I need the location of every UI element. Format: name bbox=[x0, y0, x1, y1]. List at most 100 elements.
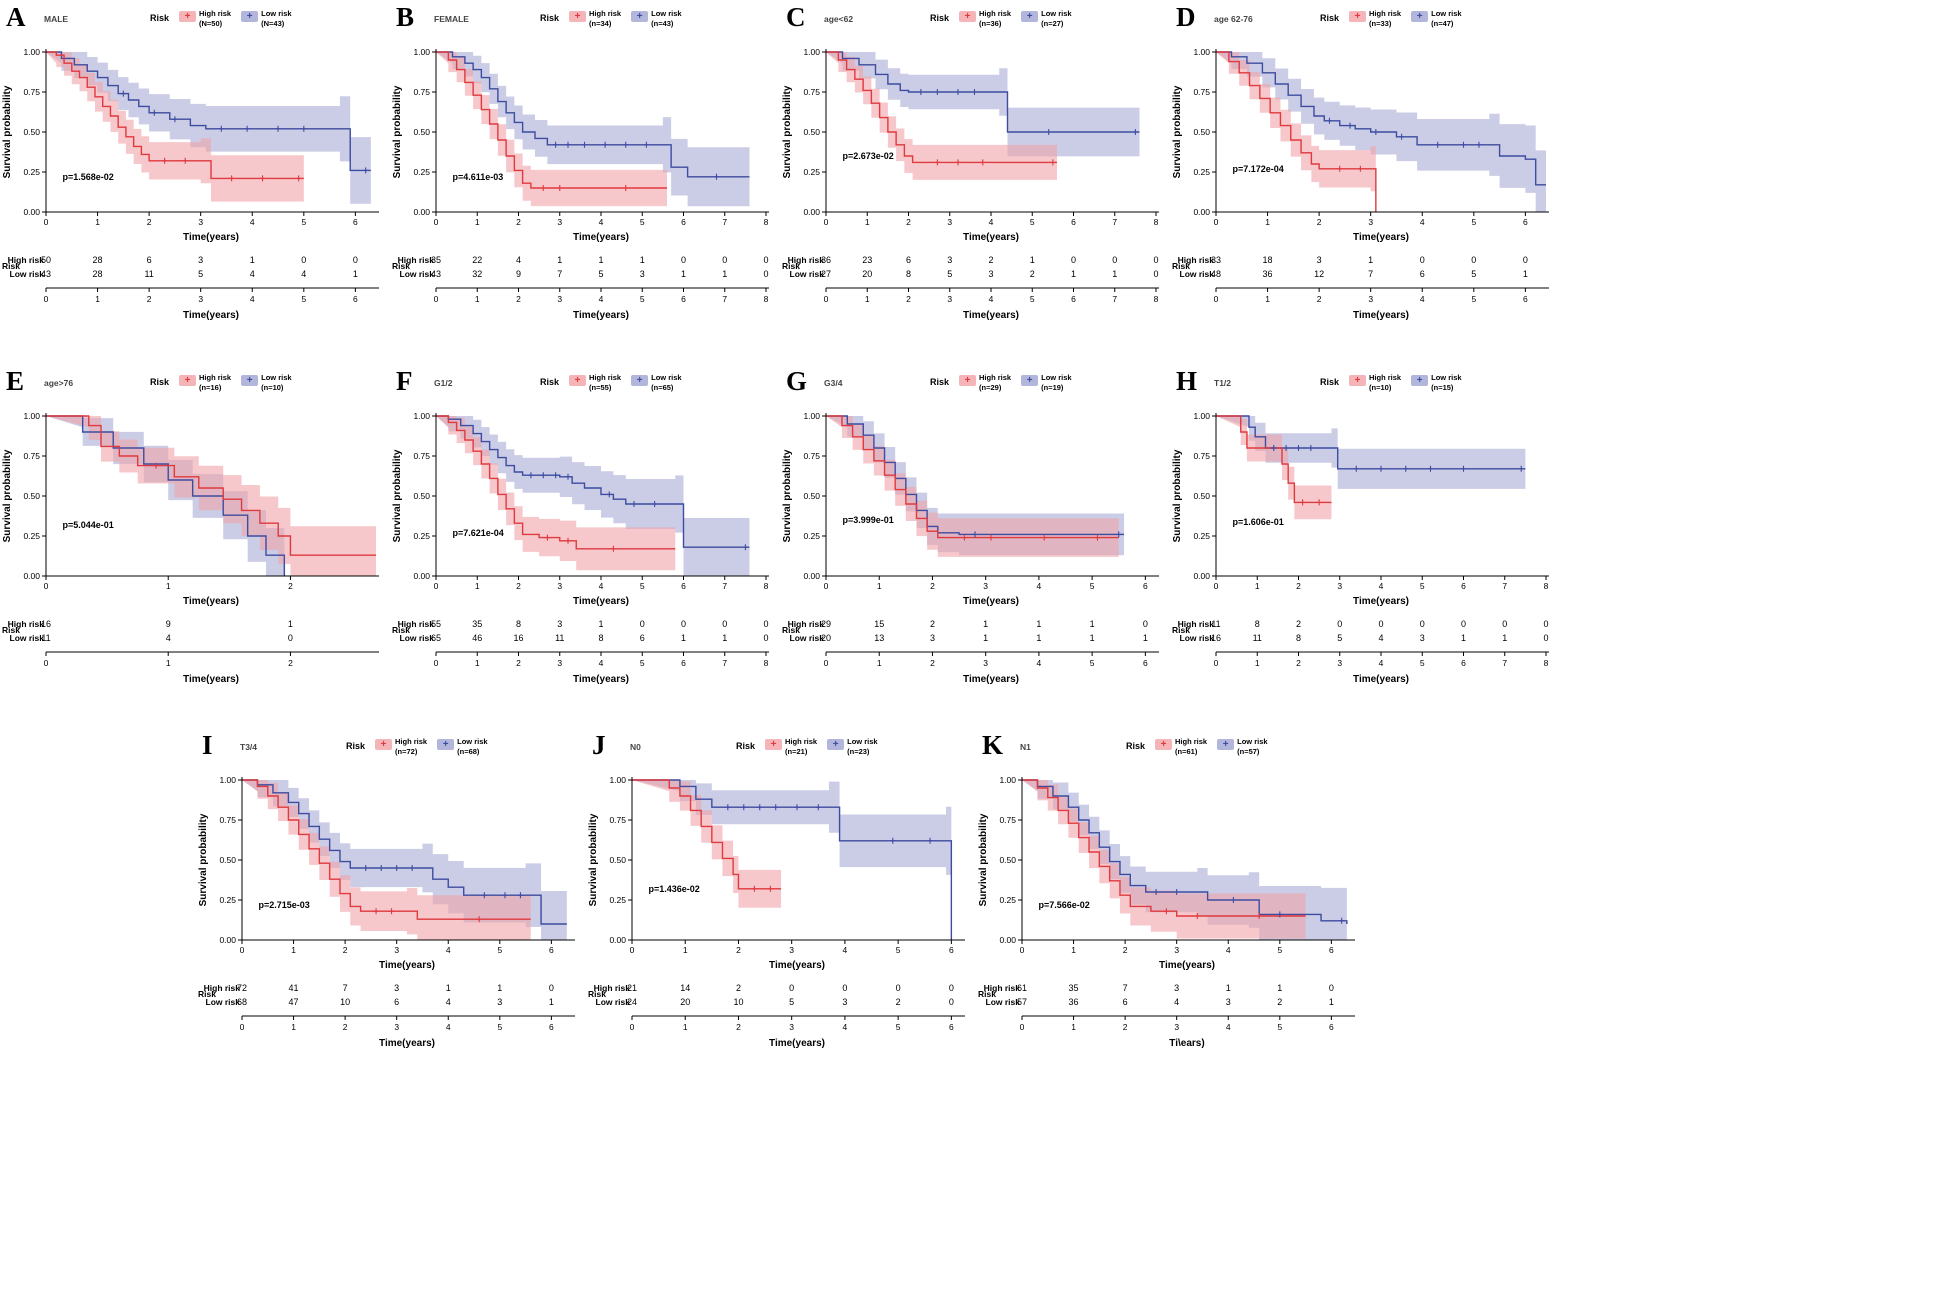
risk-table-high-count: 8 bbox=[516, 619, 521, 629]
low-risk-censor-mark bbox=[1372, 129, 1379, 135]
risk-table-x-tick-label: 6 bbox=[1071, 294, 1076, 304]
risk-table-low-count: 48 bbox=[1211, 269, 1221, 279]
high-risk-censor-mark bbox=[1357, 165, 1364, 172]
x-tick-label: 8 bbox=[764, 581, 769, 591]
risk-table-low-count: 57 bbox=[1017, 997, 1027, 1007]
x-tick-label: 4 bbox=[1037, 581, 1042, 591]
panel-header: F G1/2 Risk + High risk (n=55) + Low ris… bbox=[390, 366, 780, 408]
x-tick-label: 3 bbox=[557, 217, 562, 227]
risk-table-low-count: 28 bbox=[93, 269, 103, 279]
low-risk-censor-mark bbox=[218, 125, 225, 132]
legend-low-n: (n=57) bbox=[1237, 746, 1260, 756]
risk-table-low-count: 1 bbox=[1112, 269, 1117, 279]
x-tick-label: 8 bbox=[1544, 581, 1549, 591]
risk-table-x-tick-label: 1 bbox=[1255, 658, 1260, 668]
x-tick-label: 2 bbox=[516, 217, 521, 227]
high-risk-censor-mark bbox=[556, 185, 563, 191]
risk-table-x-tick-label: 7 bbox=[1112, 294, 1117, 304]
x-axis-title: Time(years) bbox=[573, 232, 629, 243]
risk-table-high-count: 21 bbox=[627, 983, 637, 993]
risk-table-x-tick-label: 2 bbox=[930, 658, 935, 668]
low-risk-censor-mark bbox=[1427, 465, 1434, 472]
y-axis-title: Survival probability bbox=[2, 449, 13, 542]
risk-table-high-count: 55 bbox=[431, 619, 441, 629]
high-risk-censor-mark bbox=[153, 462, 159, 469]
risk-table-low-label: Low risk bbox=[206, 997, 241, 1007]
x-tick-label: 6 bbox=[681, 581, 686, 591]
low-risk-censor-mark bbox=[540, 472, 547, 479]
risk-table-x-tick-label: 2 bbox=[288, 658, 293, 668]
survival-plot: 0.00 0.25 0.50 0.75 1.00 0 1 2 3 4 5 6 Time(years) Su… bbox=[782, 411, 1159, 607]
legend-low-label: Low risk bbox=[1041, 9, 1072, 18]
low-risk-censor-mark bbox=[927, 837, 934, 844]
risk-table-x-tick-label: 6 bbox=[681, 294, 686, 304]
risk-table-high-count: 33 bbox=[1211, 255, 1221, 265]
x-tick-label: 5 bbox=[1277, 945, 1282, 955]
risk-table-high-count: 0 bbox=[1337, 619, 1342, 629]
low-risk-confidence-band bbox=[826, 52, 1140, 166]
y-tick-label: 0.00 bbox=[803, 207, 820, 217]
risk-table-low-count: 8 bbox=[598, 633, 603, 643]
risk-table-low-count: 5 bbox=[789, 997, 794, 1007]
x-axis-title: Time(years) bbox=[183, 596, 239, 607]
high-risk-confidence-band bbox=[826, 52, 1057, 191]
risk-table-high-count: 0 bbox=[681, 255, 686, 265]
legend-item-high-risk: + High risk (n=16) bbox=[179, 370, 231, 393]
legend-high-n: (N=50) bbox=[199, 18, 223, 28]
risk-table-x-tick-label: 3 bbox=[947, 294, 952, 304]
low-risk-key-plus-icon: + bbox=[1021, 11, 1039, 22]
x-tick-label: 2 bbox=[1123, 945, 1128, 955]
y-tick-label: 0.25 bbox=[23, 531, 40, 541]
risk-table-low-count: 36 bbox=[1069, 997, 1079, 1007]
x-tick-label: 2 bbox=[906, 217, 911, 227]
risk-table-low-count: 0 bbox=[763, 269, 768, 279]
risk-table-high-count: 2 bbox=[736, 983, 741, 993]
low-risk-censor-mark bbox=[1283, 445, 1290, 451]
x-tick-label: 6 bbox=[353, 217, 358, 227]
low-risk-curve bbox=[1022, 779, 1348, 924]
risk-table-low-count: 27 bbox=[821, 269, 831, 279]
legend-low-label: Low risk bbox=[261, 373, 292, 382]
risk-table-high-count: 0 bbox=[681, 619, 686, 629]
y-tick-label: 0.75 bbox=[803, 451, 820, 461]
risk-table-high-count: 0 bbox=[1461, 619, 1466, 629]
risk-table-x-tick-label: 2 bbox=[516, 658, 521, 668]
y-tick-label: 0.00 bbox=[23, 207, 40, 217]
high-risk-curve bbox=[826, 51, 1057, 164]
risk-table-x-tick-label: 4 bbox=[599, 658, 604, 668]
risk-table-low-count: 2 bbox=[1030, 269, 1035, 279]
risk-table-high-count: 1 bbox=[1368, 255, 1373, 265]
risk-table-high-count: 1 bbox=[557, 255, 562, 265]
low-risk-key-plus-icon: + bbox=[1411, 11, 1429, 22]
legend-high-text: High risk (n=34) bbox=[589, 9, 621, 29]
x-tick-label: 3 bbox=[557, 581, 562, 591]
low-risk-censor-mark bbox=[1434, 141, 1441, 148]
risk-table-low-count: 11 bbox=[144, 269, 153, 279]
low-risk-censor-mark bbox=[971, 89, 978, 95]
risk-table-high-count: 0 bbox=[353, 255, 358, 265]
risk-table-high-count: 0 bbox=[1420, 255, 1425, 265]
legend-risk-label: Risk bbox=[150, 377, 170, 387]
legend-low-n: (n=27) bbox=[1041, 18, 1064, 28]
legend-low-n: (n=43) bbox=[651, 18, 674, 28]
low-risk-censor-mark bbox=[1338, 917, 1345, 924]
risk-table-high-count: 0 bbox=[789, 983, 794, 993]
risk-table-low-count: 36 bbox=[1263, 269, 1273, 279]
risk-table-x-tick-label: 6 bbox=[949, 1022, 954, 1032]
risk-table-low-count: 32 bbox=[472, 269, 482, 279]
x-tick-label: 5 bbox=[640, 217, 645, 227]
legend-low-n: (n=47) bbox=[1431, 18, 1454, 28]
low-risk-key-plus-icon: + bbox=[1021, 375, 1039, 386]
survival-plot: 0.00 0.25 0.50 0.75 1.00 0 1 2 3 4 5 6 Time(years) Su… bbox=[588, 775, 965, 971]
risk-table-high-count: 0 bbox=[722, 255, 727, 265]
y-tick-label: 0.75 bbox=[1193, 87, 1210, 97]
y-tick-label: 0.75 bbox=[23, 451, 40, 461]
panel-letter: K bbox=[982, 730, 1004, 760]
legend-high-text: High risk (n=21) bbox=[785, 737, 817, 757]
risk-table-x-tick-label: 3 bbox=[1337, 658, 1342, 668]
risk-table-high-count: 0 bbox=[1143, 619, 1148, 629]
y-tick-label: 0.50 bbox=[1193, 491, 1210, 501]
x-axis-title: Time(years) bbox=[963, 232, 1019, 243]
legend-low-label: Low risk bbox=[847, 737, 878, 746]
